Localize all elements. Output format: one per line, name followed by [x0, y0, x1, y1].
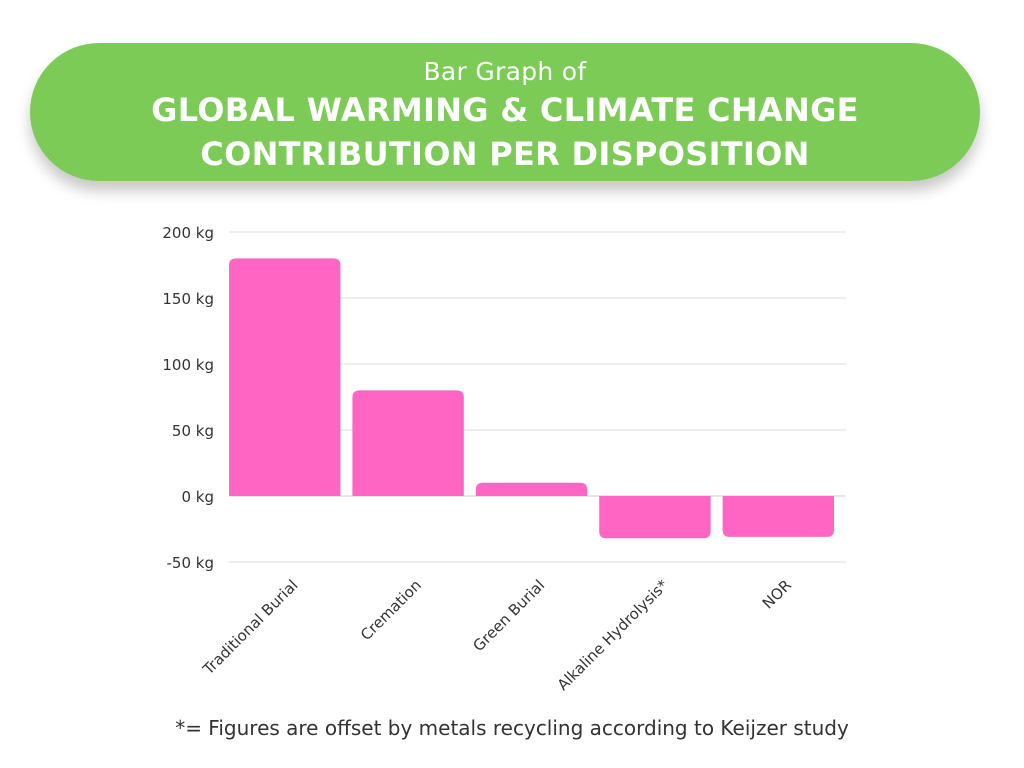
- x-tick-label: Green Burial: [469, 576, 548, 655]
- bar: [229, 258, 341, 496]
- bar: [352, 390, 464, 496]
- y-tick-label: 100 kg: [162, 356, 214, 374]
- chart-title-line-1: GLOBAL WARMING & CLIMATE CHANGE: [151, 91, 859, 129]
- x-tick-label: Cremation: [357, 576, 425, 644]
- bar: [722, 496, 834, 537]
- chart-subtitle: Bar Graph of: [423, 57, 587, 86]
- y-tick-label: 50 kg: [172, 422, 214, 440]
- chart-title-line-2: CONTRIBUTION PER DISPOSITION: [200, 135, 810, 173]
- footnote: *= Figures are offset by metals recyclin…: [175, 716, 849, 740]
- x-tick-label: Alkaline Hydrolysis*: [554, 576, 672, 694]
- bar: [475, 482, 588, 496]
- y-tick-label: 200 kg: [162, 224, 214, 242]
- bar: [599, 496, 711, 539]
- y-tick-label: 150 kg: [162, 290, 214, 308]
- title-banner: Bar Graph of GLOBAL WARMING & CLIMATE CH…: [30, 43, 980, 181]
- y-tick-label: 0 kg: [181, 488, 214, 506]
- x-tick-label: NOR: [759, 576, 795, 612]
- y-tick-label: -50 kg: [167, 554, 214, 572]
- bar-chart: 200 kg 150 kg 100 kg 50 kg 0 kg -50 kg Traditi…: [162, 224, 846, 694]
- x-tick-label: Traditional Burial: [199, 576, 302, 679]
